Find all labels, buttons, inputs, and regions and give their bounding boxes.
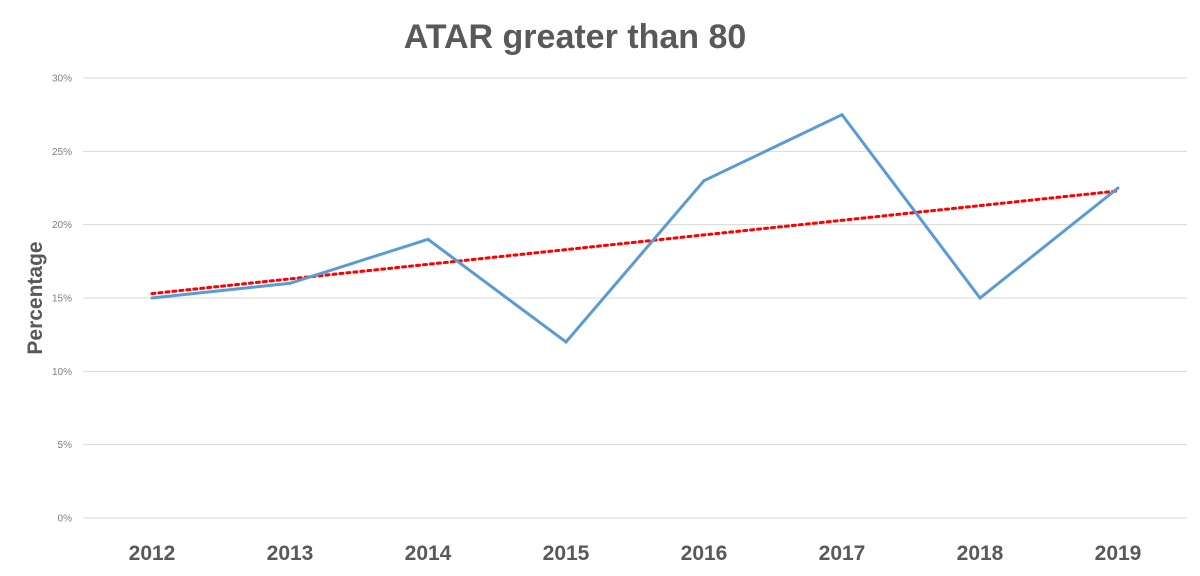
y-tick-label-2: 10% xyxy=(52,367,72,378)
x-tick-label-2014: 2014 xyxy=(405,542,452,565)
y-tick-label-0: 0% xyxy=(58,514,73,525)
data-point-2014 xyxy=(426,237,430,241)
x-tick-label-2019: 2019 xyxy=(1095,542,1142,565)
y-axis-title: Percentage xyxy=(24,241,47,354)
data-point-2019 xyxy=(1116,186,1120,190)
trend-line-group xyxy=(150,189,1120,296)
data-point-2013 xyxy=(288,281,292,285)
x-tick-label-2012: 2012 xyxy=(129,542,176,565)
y-tick-label-3: 15% xyxy=(52,294,72,305)
y-tick-label-4: 20% xyxy=(52,220,72,231)
y-tick-label-1: 5% xyxy=(58,440,73,451)
gridlines xyxy=(83,77,1187,519)
x-tick-label-2015: 2015 xyxy=(543,542,590,565)
x-tick-label-2013: 2013 xyxy=(267,542,314,565)
chart-title: ATAR greater than 80 xyxy=(404,18,747,56)
y-axis-ticks: 0% 5% 10% 15% 20% 25% 30% xyxy=(52,74,72,525)
x-tick-label-2018: 2018 xyxy=(957,542,1004,565)
trend-line xyxy=(150,189,1120,296)
x-tick-label-2016: 2016 xyxy=(681,542,728,565)
data-point-2018 xyxy=(978,296,982,300)
series-group xyxy=(150,112,1120,345)
data-point-2012 xyxy=(150,296,154,300)
y-tick-label-6: 30% xyxy=(52,74,72,85)
x-tick-label-2017: 2017 xyxy=(819,542,866,565)
x-axis-ticks: 2012 2013 2014 2015 2016 2017 2018 2019 xyxy=(129,542,1142,565)
data-point-2015 xyxy=(564,340,568,344)
data-point-2016 xyxy=(702,179,706,183)
data-point-2017 xyxy=(840,113,844,117)
y-tick-label-5: 25% xyxy=(52,147,72,158)
series-line-0 xyxy=(151,112,1119,345)
